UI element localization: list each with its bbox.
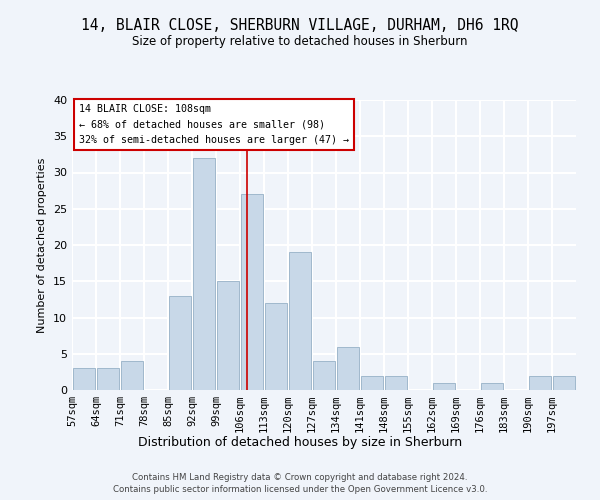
Bar — [217, 281, 239, 390]
Bar — [97, 368, 119, 390]
Bar — [385, 376, 407, 390]
Bar — [553, 376, 575, 390]
Text: Contains HM Land Registry data © Crown copyright and database right 2024.: Contains HM Land Registry data © Crown c… — [132, 473, 468, 482]
Bar — [73, 368, 95, 390]
Y-axis label: Number of detached properties: Number of detached properties — [37, 158, 47, 332]
Bar — [193, 158, 215, 390]
Text: 14, BLAIR CLOSE, SHERBURN VILLAGE, DURHAM, DH6 1RQ: 14, BLAIR CLOSE, SHERBURN VILLAGE, DURHA… — [81, 18, 519, 32]
Bar — [361, 376, 383, 390]
Bar — [289, 252, 311, 390]
Bar — [121, 361, 143, 390]
Text: Size of property relative to detached houses in Sherburn: Size of property relative to detached ho… — [132, 35, 468, 48]
Text: Contains public sector information licensed under the Open Government Licence v3: Contains public sector information licen… — [113, 486, 487, 494]
Text: Distribution of detached houses by size in Sherburn: Distribution of detached houses by size … — [138, 436, 462, 449]
Bar — [241, 194, 263, 390]
Bar — [529, 376, 551, 390]
Bar — [169, 296, 191, 390]
Bar — [433, 383, 455, 390]
Bar — [313, 361, 335, 390]
Bar — [481, 383, 503, 390]
Bar — [337, 346, 359, 390]
Bar — [265, 303, 287, 390]
Text: 14 BLAIR CLOSE: 108sqm
← 68% of detached houses are smaller (98)
32% of semi-det: 14 BLAIR CLOSE: 108sqm ← 68% of detached… — [79, 104, 349, 145]
